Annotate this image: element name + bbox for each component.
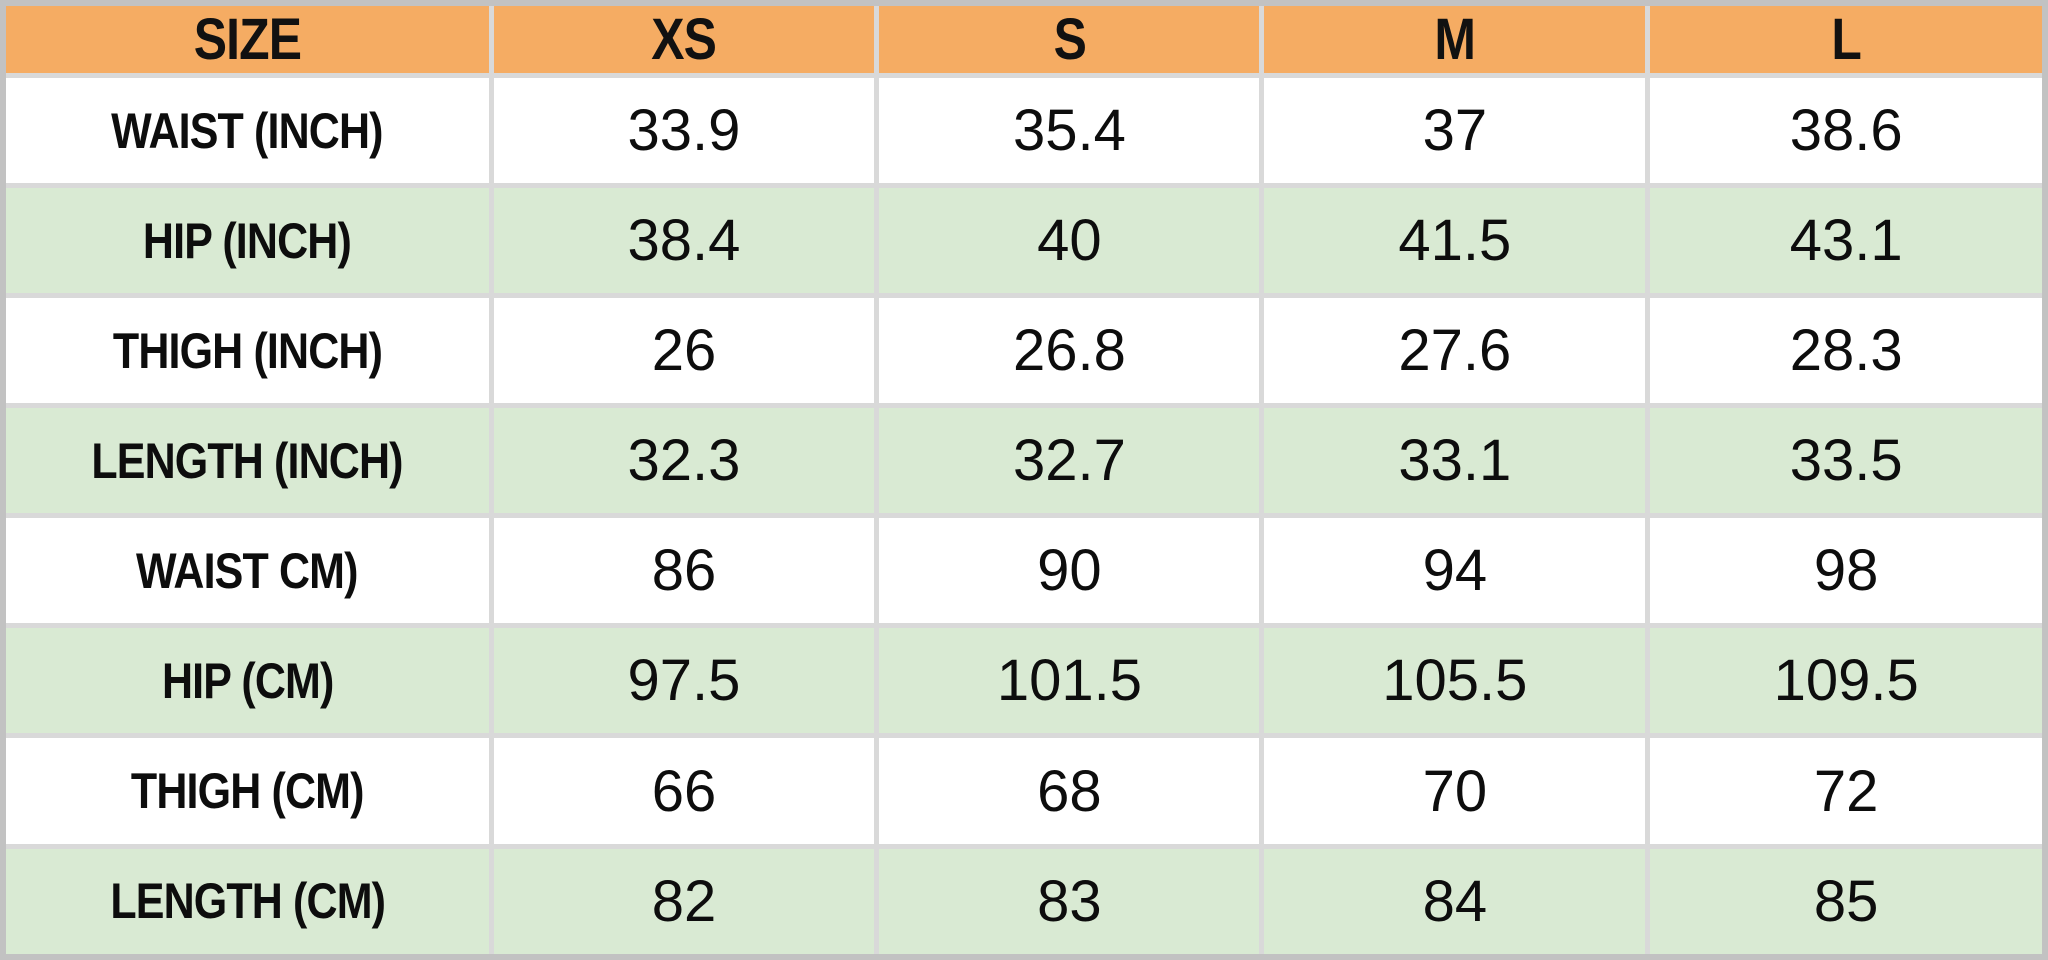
row-label-text: HIP (CM) [161, 652, 334, 709]
value-cell: 43.1 [1645, 183, 2048, 299]
row-label: THIGH (INCH) [0, 293, 494, 409]
value-cell: 97.5 [488, 623, 880, 739]
row-label: WAIST (INCH) [0, 72, 494, 189]
table-row-hip-cm: HIP (CM) 97.5 101.5 105.5 109.5 [0, 623, 2048, 739]
table-row-length-cm: LENGTH (CM) 82 83 84 85 [0, 843, 2048, 960]
value-cell: 86 [488, 513, 880, 629]
value-cell: 83 [874, 843, 1265, 960]
value-cell: 66 [488, 733, 880, 849]
value-cell: 35.4 [874, 72, 1265, 189]
value-cell: 26.8 [874, 293, 1265, 409]
value-cell: 26 [488, 293, 880, 409]
value-cell: 41.5 [1259, 183, 1651, 299]
header-cell-l: L [1645, 0, 2048, 78]
header-cell-xs: XS [488, 0, 880, 78]
value-cell: 38.6 [1645, 72, 2048, 189]
header-cell-s: S [874, 0, 1265, 78]
header-label: SIZE [193, 7, 302, 72]
header-cell-m: M [1259, 0, 1651, 78]
value-cell: 68 [874, 733, 1265, 849]
value-cell: 85 [1645, 843, 2048, 960]
value-cell: 82 [488, 843, 880, 960]
row-label: THIGH (CM) [0, 733, 494, 849]
value-cell: 94 [1259, 513, 1651, 629]
header-cell-size: SIZE [0, 0, 494, 78]
value-cell: 101.5 [874, 623, 1265, 739]
table-row-length-inch: LENGTH (INCH) 32.3 32.7 33.1 33.5 [0, 403, 2048, 519]
table-row-thigh-inch: THIGH (INCH) 26 26.8 27.6 28.3 [0, 293, 2048, 409]
table-row-thigh-cm: THIGH (CM) 66 68 70 72 [0, 733, 2048, 849]
value-cell: 33.5 [1645, 403, 2048, 519]
row-label-text: LENGTH (CM) [109, 873, 386, 930]
value-cell: 105.5 [1259, 623, 1651, 739]
row-label-text: WAIST (INCH) [111, 102, 384, 159]
value-cell: 28.3 [1645, 293, 2048, 409]
value-cell: 33.1 [1259, 403, 1651, 519]
row-label-text: HIP (INCH) [143, 212, 352, 269]
value-cell: 90 [874, 513, 1265, 629]
value-cell: 32.3 [488, 403, 880, 519]
row-label: WAIST CM) [0, 513, 494, 629]
value-cell: 98 [1645, 513, 2048, 629]
value-cell: 84 [1259, 843, 1651, 960]
row-label: LENGTH (CM) [0, 843, 494, 960]
row-label: HIP (CM) [0, 623, 494, 739]
table-row-waist-inch: WAIST (INCH) 33.9 35.4 37 38.6 [0, 72, 2048, 189]
table-row-hip-inch: HIP (INCH) 38.4 40 41.5 43.1 [0, 183, 2048, 299]
header-label: M [1434, 7, 1476, 72]
value-cell: 70 [1259, 733, 1651, 849]
row-label-text: THIGH (CM) [130, 763, 364, 819]
value-cell: 40 [874, 183, 1265, 299]
header-label: S [1053, 7, 1086, 72]
row-label-text: THIGH (INCH) [112, 322, 383, 379]
header-row: SIZE XS S M L [0, 0, 2048, 78]
row-label: HIP (INCH) [0, 183, 494, 299]
value-cell: 38.4 [488, 183, 880, 299]
table-row-waist-cm: WAIST CM) 86 90 94 98 [0, 513, 2048, 629]
value-cell: 109.5 [1645, 623, 2048, 739]
value-cell: 32.7 [874, 403, 1265, 519]
row-label: LENGTH (INCH) [0, 403, 494, 519]
value-cell: 72 [1645, 733, 2048, 849]
row-label-text: WAIST CM) [136, 542, 359, 599]
header-label: XS [651, 7, 718, 72]
value-cell: 37 [1259, 72, 1651, 189]
value-cell: 27.6 [1259, 293, 1651, 409]
header-label: L [1831, 7, 1861, 72]
value-cell: 33.9 [488, 72, 880, 189]
row-label-text: LENGTH (INCH) [91, 432, 404, 489]
